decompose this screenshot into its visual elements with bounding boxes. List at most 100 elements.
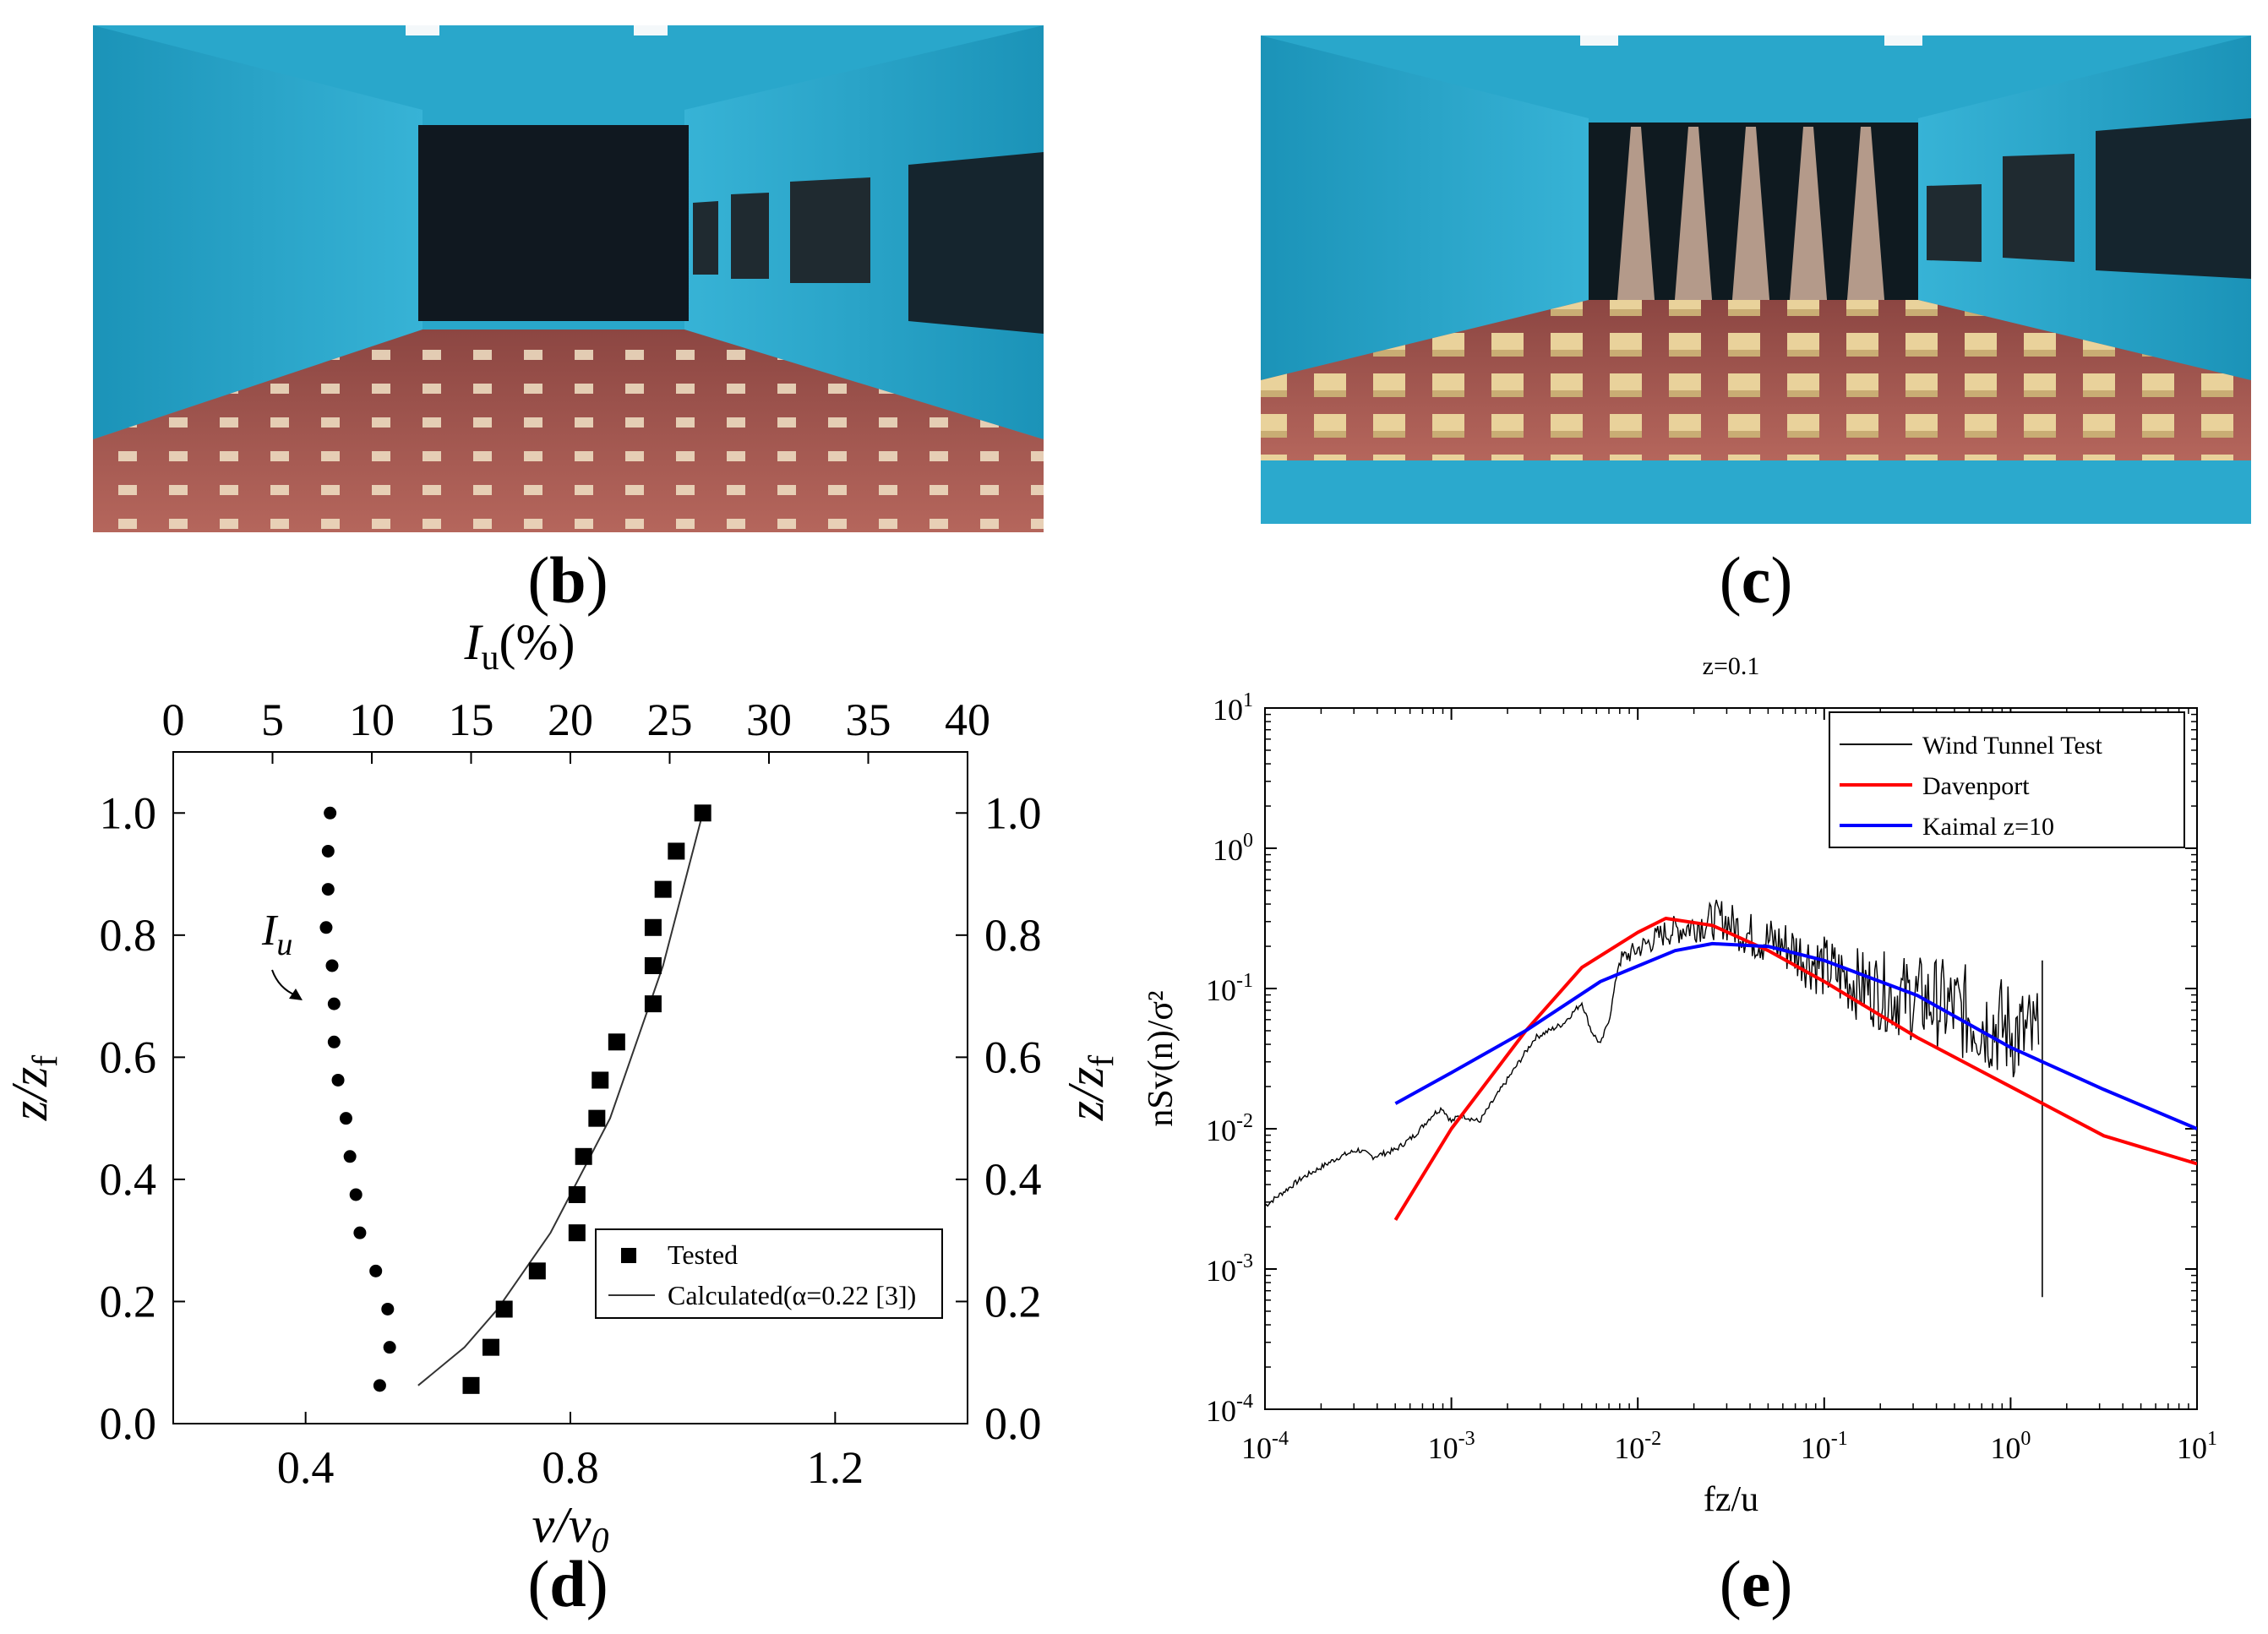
x-tick-label-e: 101: [2177, 1428, 2217, 1465]
y-tick-label-left: 0.8: [100, 910, 157, 961]
panel-label-b: (b): [527, 543, 608, 617]
y-axis-label-right: z/zf: [1058, 1055, 1121, 1121]
iu-point: [324, 806, 337, 820]
y-tick-label-left: 0.4: [100, 1154, 157, 1205]
tested-point: [694, 804, 711, 822]
x-tick-label-top: 10: [349, 694, 395, 745]
tested-point: [644, 956, 662, 974]
annotation-arrowhead: [289, 989, 303, 1000]
tested-point: [654, 880, 672, 898]
iu-point: [321, 844, 335, 858]
iu-point: [321, 883, 335, 896]
series-calculated-line: [417, 813, 704, 1386]
x-tick-label-e: 10-3: [1428, 1428, 1475, 1465]
tested-point: [575, 1147, 592, 1165]
legend-e-label: Kaimal z=10: [1922, 813, 2054, 841]
x-tick-label-top: 30: [746, 694, 792, 745]
x-tick-label-bottom: 1.2: [807, 1442, 864, 1493]
tested-point: [592, 1071, 609, 1089]
x-tick-label-top: 5: [261, 694, 284, 745]
iu-point: [349, 1188, 363, 1201]
tested-point: [588, 1109, 606, 1127]
y-tick-label-e: 10-2: [1206, 1110, 1253, 1147]
series-kaimal: [1394, 941, 2197, 1130]
tested-point: [568, 1185, 586, 1203]
y-tick-label-e: 10-1: [1206, 970, 1253, 1007]
y-tick-label-e: 100: [1213, 830, 1253, 867]
x-tick-label-top: 25: [647, 694, 693, 745]
wind-tunnel-empty-photo: [93, 25, 1044, 532]
iu-point: [373, 1379, 386, 1392]
legend-d: [595, 1228, 943, 1319]
tested-point: [568, 1224, 586, 1242]
iu-point: [331, 1073, 345, 1087]
legend-e-label: Wind Tunnel Test: [1922, 732, 2103, 760]
y-tick-label-e: 101: [1213, 689, 1253, 727]
legend-tested-label: Tested: [668, 1239, 738, 1270]
iu-point: [381, 1302, 395, 1315]
tested-point: [668, 842, 685, 860]
x-tick-label-e: 10-2: [1614, 1428, 1661, 1465]
x-tick-label-bottom: 0.4: [277, 1442, 335, 1493]
chart-e-plot-area: [1265, 899, 2197, 1298]
iu-point: [325, 959, 339, 972]
y-tick-label-e: 10-4: [1206, 1391, 1253, 1428]
x-tick-label-top: 0: [162, 694, 185, 745]
tested-point: [462, 1376, 480, 1394]
y-tick-label-right: 0.8: [984, 910, 1042, 961]
tested-point: [495, 1300, 513, 1318]
iu-point: [327, 997, 341, 1010]
series-davenport: [1393, 917, 2197, 1221]
legend-e-label: Davenport: [1922, 772, 2030, 800]
tested-point: [482, 1338, 499, 1356]
tested-point: [644, 918, 662, 936]
y-tick-label-right: 0.0: [984, 1398, 1042, 1449]
x-tick-label-top: 35: [846, 694, 891, 745]
chart-e-title: z=0.1: [1703, 652, 1760, 680]
panel-label-d: (d): [527, 1547, 608, 1620]
chart-e-spectrum-plot: 10-4 10-3 10-2 10-1 100 101 101 100 10-1 10-2 10-3…: [1142, 652, 2217, 1519]
x-tick-label-e: 100: [1990, 1428, 2031, 1465]
y-axis-label-left: z/zf: [2, 1055, 65, 1121]
x-tick-label-bottom: 0.8: [542, 1442, 599, 1493]
y-tick-label-right: 0.4: [984, 1154, 1042, 1205]
iu-point: [339, 1112, 352, 1125]
x-tick-label-top: 15: [449, 694, 494, 745]
iu-point: [369, 1264, 383, 1277]
chart-d-frame: [172, 751, 968, 1424]
y-tick-label-left: 0.0: [100, 1398, 157, 1449]
y-tick-label-right: 0.6: [984, 1032, 1042, 1082]
y-tick-label-left: 1.0: [100, 787, 157, 838]
y-tick-label-left: 0.2: [100, 1276, 157, 1326]
x-tick-label-e: 10-1: [1801, 1428, 1848, 1465]
chart-e-frame: [1264, 707, 2198, 1410]
iu-point: [327, 1035, 341, 1048]
panel-label-e: (e): [1719, 1547, 1793, 1620]
annotation-arrow: [271, 969, 297, 996]
y-tick-label-left: 0.6: [100, 1032, 157, 1082]
legend-tested-marker: [621, 1248, 636, 1263]
panel-label-c: (c): [1719, 543, 1793, 617]
tested-point: [644, 995, 662, 1013]
iu-point: [319, 921, 333, 934]
chart-d-profile-plot: 0.0 0.0 0.2 0.2 0.4 0.4 0.6 0.6 0.8 0.8 1.0 1.0 0.4 0…: [2, 614, 1121, 1560]
y-tick-label-right: 0.2: [984, 1276, 1042, 1326]
y-tick-label-right: 1.0: [984, 787, 1042, 838]
y-tick-label-e: 10-3: [1206, 1250, 1253, 1288]
tested-point: [608, 1033, 625, 1051]
tested-point: [528, 1262, 546, 1280]
legend-calculated-label: Calculated(α=0.22 [3]): [668, 1280, 916, 1310]
x-tick-label-e: 10-4: [1241, 1428, 1289, 1465]
iu-point: [343, 1150, 357, 1163]
annotation-iu: Iu: [261, 907, 292, 962]
wind-tunnel-roughness-spires-photo: [1261, 35, 2251, 524]
x-tick-label-top: 40: [945, 694, 990, 745]
iu-point: [383, 1341, 396, 1354]
x-tick-label-top: 20: [548, 694, 593, 745]
x-axis-label-top: Iu(%): [464, 614, 575, 678]
x-axis-label-e: fz/u: [1704, 1480, 1758, 1519]
iu-point: [353, 1226, 367, 1239]
y-axis-label-e: nSv(n)/σ²: [1142, 990, 1180, 1126]
series-wind-tunnel-test: [1265, 899, 2040, 1207]
